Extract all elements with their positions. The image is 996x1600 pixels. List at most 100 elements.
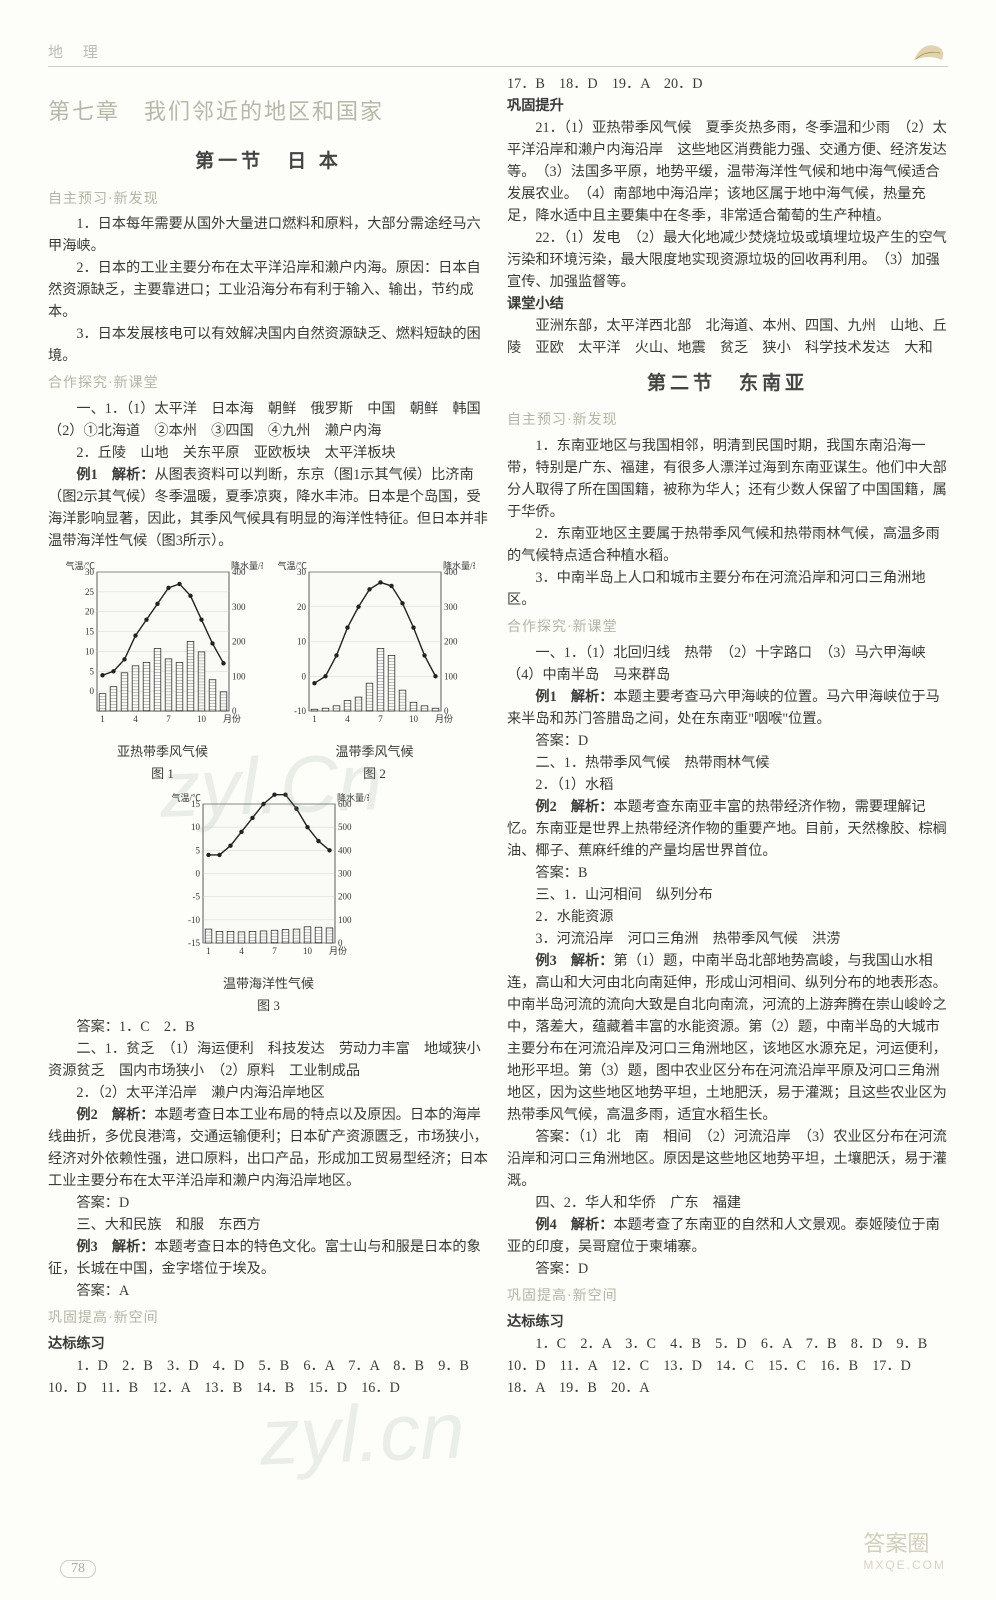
subhead-explore1: 合作探究·新课堂 bbox=[48, 373, 489, 395]
svg-text:0: 0 bbox=[89, 686, 94, 696]
svg-text:300: 300 bbox=[444, 602, 458, 612]
svg-text:15: 15 bbox=[85, 626, 95, 636]
s2-p1: 1．东南亚地区与我国相邻，明清到民国时期，我国东南沿海一带，特别是广东、福建，有… bbox=[507, 435, 948, 523]
s1-p10: 三、大和民族 和服 东西方 bbox=[48, 1214, 489, 1236]
content-columns: 第七章 我们邻近的地区和国家 第一节 日 本 自主预习·新发现 1．日本每年需要… bbox=[48, 73, 948, 1399]
chart3-caption-top: 温带海洋性气候 bbox=[169, 974, 369, 994]
s2-ex2: 例2 解析：本题考查东南亚丰富的热带经济作物，需要理解记忆。东南亚是世界上热带经… bbox=[507, 796, 948, 862]
chart3-caption-bottom: 图 3 bbox=[169, 996, 369, 1016]
svg-text:300: 300 bbox=[338, 869, 352, 879]
svg-text:月份: 月份 bbox=[435, 713, 453, 724]
r-p22: 22．（1）发电 （2）最大化地减少焚烧垃圾或填埋垃圾产生的空气污染和环境污染，… bbox=[507, 227, 948, 293]
watermark-2: zyl.cn bbox=[258, 1384, 466, 1483]
s1-p7: 二、1．贫乏 （1）海运便利 科技发达 劳动力丰富 地域狭小 资源贫乏 国内市场… bbox=[48, 1038, 489, 1082]
r-p23: 亚洲东部，太平洋西北部 北海道、本州、四国、九州 山地、丘陵 亚欧 太平洋 火山… bbox=[507, 315, 948, 359]
svg-text:4: 4 bbox=[133, 714, 138, 724]
svg-text:0: 0 bbox=[301, 671, 306, 681]
s2-sub3: 巩固提高·新空间 bbox=[507, 1286, 948, 1308]
page-number: 78 bbox=[60, 1560, 96, 1578]
svg-text:100: 100 bbox=[338, 915, 352, 925]
s2-p6: 二、1．热带季风气候 热带雨林气候 bbox=[507, 752, 948, 774]
practice-label1: 达标练习 bbox=[48, 1333, 489, 1355]
ex3-label: 例3 解析： bbox=[76, 1239, 154, 1255]
chart1: 0510152025300100200300400气温/℃降水量/毫米14710… bbox=[63, 558, 263, 784]
svg-text:7: 7 bbox=[378, 714, 383, 724]
charts-row-1: 0510152025300100200300400气温/℃降水量/毫米14710… bbox=[48, 558, 489, 784]
chart3-wrap: -15-10-50510150100200300400500600气温/℃降水量… bbox=[48, 790, 489, 1016]
s2-ex3-ans: 答案：（1）北 南 相间 （2）河流沿岸 （3）农业区分布在河流沿岸和河口三角洲… bbox=[507, 1126, 948, 1192]
right-column: 17．B 18．D 19．A 20．D 巩固提升 21．（1）亚热带季风气候 夏… bbox=[507, 73, 948, 1399]
subhead-preview1: 自主预习·新发现 bbox=[48, 189, 489, 211]
s2-ex1-ans: 答案：D bbox=[507, 730, 948, 752]
section2-title: 第二节 东南亚 bbox=[507, 369, 948, 398]
svg-text:200: 200 bbox=[444, 636, 458, 646]
section1-title: 第一节 日 本 bbox=[48, 147, 489, 176]
s1-ex3: 例3 解析：本题考查日本的特色文化。富士山与和服是日本的象征，长城在中国，金字塔… bbox=[48, 1236, 489, 1280]
s2-p13: 四、2．华人和华侨 广东 福建 bbox=[507, 1192, 948, 1214]
chart2: -1001020300100200300400气温/℃降水量/毫米14710月份… bbox=[275, 558, 475, 784]
s2-sub1: 自主预习·新发现 bbox=[507, 410, 948, 432]
s1-ex1: 例1 解析：从图表资料可以判断，东京（图1示其气候）比济南（图2示其气候）冬季温… bbox=[48, 464, 489, 552]
svg-text:100: 100 bbox=[232, 671, 246, 681]
s2-ex3: 例3 解析：第（1）题，中南半岛北部地势高峻，与我国山水相连，高山和大河由北向南… bbox=[507, 950, 948, 1126]
s2-sub3a: 达标练习 bbox=[507, 1311, 948, 1333]
s2-mcq: 1．C 2．A 3．C 4．B 5．D 6．A 7．B 8．D 9．B 10．D… bbox=[507, 1333, 948, 1399]
chapter-title: 第七章 我们邻近的地区和国家 bbox=[48, 95, 489, 129]
svg-text:-10: -10 bbox=[294, 706, 306, 716]
svg-text:5: 5 bbox=[89, 666, 94, 676]
chart1-caption-top: 亚热带季风气候 bbox=[63, 742, 263, 762]
svg-text:-15: -15 bbox=[188, 938, 200, 948]
svg-text:25: 25 bbox=[85, 587, 95, 597]
s2-p11: 3．河流沿岸 河口三角洲 热带季风气候 洪涝 bbox=[507, 928, 948, 950]
stamp-big: 答案圈 bbox=[863, 1531, 929, 1556]
s2-p3: 3．中南半岛上人口和城市主要分布在河流沿岸和河口三角洲地区。 bbox=[507, 567, 948, 611]
svg-text:10: 10 bbox=[409, 714, 419, 724]
chart3: -15-10-50510150100200300400500600气温/℃降水量… bbox=[169, 790, 369, 1016]
svg-text:10: 10 bbox=[197, 714, 207, 724]
svg-text:0: 0 bbox=[195, 869, 200, 879]
svg-text:4: 4 bbox=[345, 714, 350, 724]
s1-p3: 3．日本发展核电可以有效解决国内自然资源缺乏、燃料短缺的困境。 bbox=[48, 323, 489, 367]
stamp-small: MXQE.COM bbox=[863, 1558, 946, 1572]
subhead-practice1: 巩固提高·新空间 bbox=[48, 1308, 489, 1330]
s1-p5: 2．丘陵 山地 关东平原 亚欧板块 太平洋板块 bbox=[48, 442, 489, 464]
s2-p10: 2．水能资源 bbox=[507, 906, 948, 928]
ex2-label: 例2 解析： bbox=[76, 1107, 154, 1123]
s2ex4-label: 例4 解析： bbox=[535, 1217, 613, 1233]
svg-text:气温/℃: 气温/℃ bbox=[277, 560, 307, 571]
svg-text:100: 100 bbox=[444, 671, 458, 681]
svg-text:300: 300 bbox=[232, 602, 246, 612]
chart1-caption-bottom: 图 1 bbox=[63, 764, 263, 784]
chart2-caption-top: 温带季风气候 bbox=[275, 742, 475, 762]
r-sub2: 课堂小结 bbox=[507, 293, 948, 315]
s2-ex1: 例1 解析：本题主要考查马六甲海峡的位置。马六甲海峡位于马来半岛和苏门答腊岛之间… bbox=[507, 686, 948, 730]
svg-text:1: 1 bbox=[100, 714, 105, 724]
subject-label: 地 理 bbox=[48, 41, 106, 62]
svg-text:5: 5 bbox=[195, 846, 200, 856]
svg-text:1: 1 bbox=[206, 946, 211, 956]
s2ex3-label: 例3 解析： bbox=[535, 953, 613, 969]
svg-text:10: 10 bbox=[297, 636, 307, 646]
svg-text:20: 20 bbox=[85, 607, 95, 617]
svg-text:500: 500 bbox=[338, 822, 352, 832]
s2-ex4: 例4 解析：本题考查了东南亚的自然和人文景观。泰姬陵位于南亚的印度，吴哥窟位于柬… bbox=[507, 1214, 948, 1258]
svg-text:-10: -10 bbox=[188, 915, 200, 925]
svg-text:月份: 月份 bbox=[223, 713, 241, 724]
page-header: 地 理 bbox=[48, 40, 948, 67]
s1-ex2-ans: 答案：D bbox=[48, 1192, 489, 1214]
s1-ex2: 例2 解析：本题考查日本工业布局的特点以及原因。日本的海岸线曲折，多优良港湾，交… bbox=[48, 1104, 489, 1192]
s2-sub2: 合作探究·新课堂 bbox=[507, 617, 948, 639]
svg-text:400: 400 bbox=[338, 846, 352, 856]
page: 地 理 第七章 我们邻近的地区和国家 第一节 日 本 自主预习·新发现 1．日本… bbox=[0, 0, 996, 1600]
svg-text:7: 7 bbox=[166, 714, 171, 724]
svg-text:20: 20 bbox=[297, 602, 307, 612]
chart2-caption-bottom: 图 2 bbox=[275, 764, 475, 784]
r-mcq2: 17．B 18．D 19．A 20．D bbox=[507, 73, 948, 95]
svg-text:200: 200 bbox=[232, 636, 246, 646]
chart1-svg: 0510152025300100200300400气温/℃降水量/毫米14710… bbox=[63, 558, 263, 733]
svg-text:降水量/毫米: 降水量/毫米 bbox=[337, 792, 369, 803]
s1-mcq: 1．D 2．B 3．D 4．D 5．B 6．A 7．A 8．B 9．B 10．D… bbox=[48, 1355, 489, 1399]
s2ex1-label: 例1 解析： bbox=[535, 689, 613, 705]
svg-text:10: 10 bbox=[191, 822, 201, 832]
svg-text:7: 7 bbox=[272, 946, 277, 956]
